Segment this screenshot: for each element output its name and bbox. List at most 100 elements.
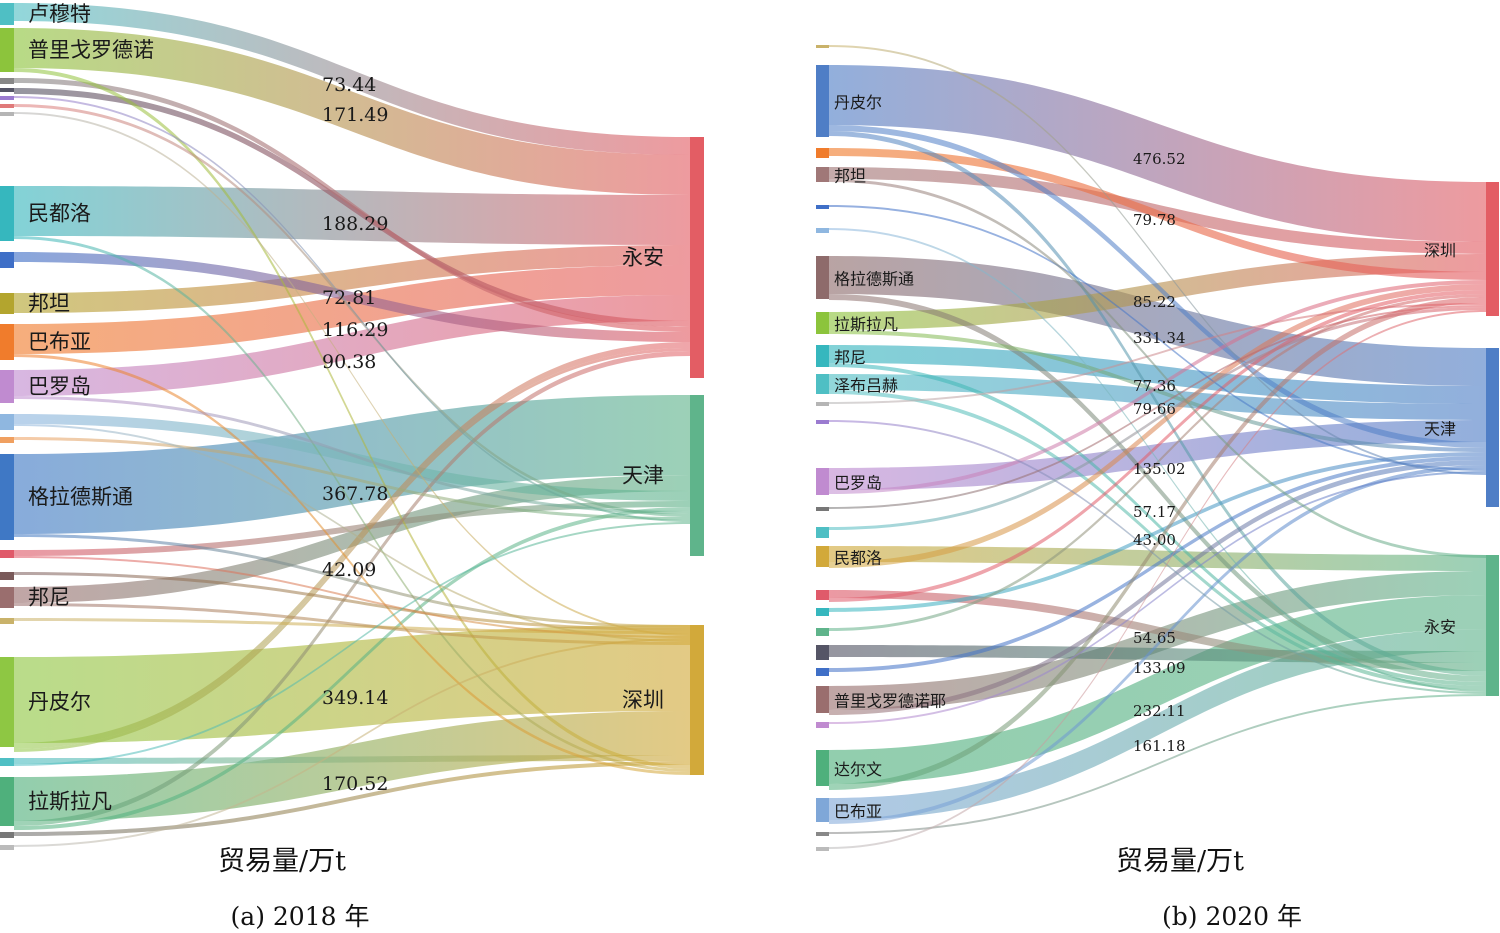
flow-value-label: 116.29: [322, 319, 388, 341]
flow-band: [14, 507, 690, 830]
source-node: [0, 618, 14, 624]
source-node: [816, 345, 829, 367]
flow-value-label: 133.09: [1133, 659, 1186, 677]
target-node-label: 深圳: [1424, 241, 1456, 260]
flow-band: [14, 295, 690, 396]
source-node: [0, 104, 14, 108]
flow-band: [14, 112, 690, 636]
flows-2018: [14, 3, 690, 847]
flow-band: [14, 68, 690, 769]
flow-band: [829, 330, 1486, 452]
flow-value-label: 135.02: [1133, 460, 1186, 478]
flow-value-label: 171.49: [322, 104, 388, 126]
source-node: [816, 45, 829, 48]
source-node: [0, 777, 14, 826]
xlabel-2018: 贸易量/万t: [218, 846, 346, 877]
source-node: [816, 750, 829, 786]
flow-band: [829, 363, 1486, 686]
source-node-label: 邦坦: [28, 292, 70, 316]
flow-band: [829, 471, 1486, 724]
flow-band: [829, 345, 1486, 404]
flows-2020: [829, 45, 1486, 849]
flow-band: [829, 571, 1486, 710]
flow-value-label: 77.36: [1133, 377, 1176, 395]
source-node-label: 普里戈罗德诺耶: [834, 692, 946, 711]
flow-band: [829, 694, 1486, 834]
source-node: [816, 722, 829, 728]
target-node: [1486, 182, 1499, 316]
flow-band: [14, 603, 690, 645]
flow-band: [14, 395, 690, 534]
flow-band: [14, 556, 690, 638]
flow-band: [14, 348, 690, 752]
source-node: [0, 252, 14, 268]
target-node: [1486, 348, 1499, 507]
flow-value-label: 170.52: [322, 773, 388, 795]
flow-band: [829, 303, 1486, 404]
source-node: [816, 507, 829, 511]
target-node: [690, 137, 704, 378]
flow-band: [14, 236, 690, 772]
flow-value-label: 79.66: [1133, 400, 1176, 418]
source-node-label: 普里戈罗德诺: [28, 38, 154, 62]
source-node-label: 巴布亚: [834, 802, 882, 821]
source-node: [0, 414, 14, 430]
flow-band: [829, 131, 1486, 676]
flow-band: [14, 28, 690, 195]
flow-band: [14, 78, 690, 332]
source-node: [816, 608, 829, 616]
flow-band: [829, 45, 1486, 475]
source-node-label: 巴罗岛: [28, 375, 91, 399]
source-node-label: 泽布吕赫: [834, 376, 898, 395]
flow-band: [829, 465, 1486, 824]
source-node: [816, 65, 829, 137]
source-node: [0, 28, 14, 72]
target-node-label: 永安: [622, 246, 664, 270]
target-node-label: 深圳: [622, 688, 664, 712]
source-node: [816, 546, 829, 567]
flow-band: [829, 460, 1486, 715]
flow-band: [14, 252, 690, 342]
flow-band: [14, 522, 690, 766]
source-node: [816, 468, 829, 495]
caption-2018: (a) 2018 年: [231, 902, 370, 931]
flow-band: [14, 354, 690, 775]
flow-band: [14, 3, 690, 155]
flow-value-label: 73.44: [322, 74, 376, 96]
flow-value-label: 79.78: [1133, 211, 1176, 229]
source-node: [816, 205, 829, 209]
source-node: [816, 628, 829, 636]
flow-value-label: 72.81: [322, 287, 376, 309]
flow-band: [14, 501, 690, 556]
flow-band: [829, 629, 1486, 820]
flow-band: [829, 280, 1486, 494]
flow-band: [14, 396, 690, 514]
flow-band: [14, 572, 690, 631]
flow-value-label: 161.18: [1133, 737, 1186, 755]
source-node: [0, 832, 14, 838]
source-node: [0, 324, 14, 360]
source-node: [0, 293, 14, 314]
source-node: [816, 148, 829, 158]
source-node-label: 拉斯拉凡: [28, 790, 112, 814]
source-node: [816, 167, 829, 182]
source-node: [816, 847, 829, 851]
flow-band: [14, 96, 690, 522]
flow-band: [829, 284, 1486, 568]
flow-band: [829, 148, 1486, 280]
flow-band: [14, 351, 690, 826]
flow-band: [829, 205, 1486, 471]
source-node: [0, 572, 14, 580]
source-node: [0, 186, 14, 241]
source-node-label: 拉斯拉凡: [834, 315, 898, 334]
source-node: [816, 798, 829, 822]
flow-values-2020: 476.52 79.78 85.22 331.34 77.36 79.66 135.02 57…: [1133, 150, 1186, 755]
source-node: [816, 832, 829, 836]
flow-value-label: 85.22: [1133, 293, 1176, 311]
flow-band: [14, 414, 690, 501]
flow-band: [829, 546, 1486, 571]
